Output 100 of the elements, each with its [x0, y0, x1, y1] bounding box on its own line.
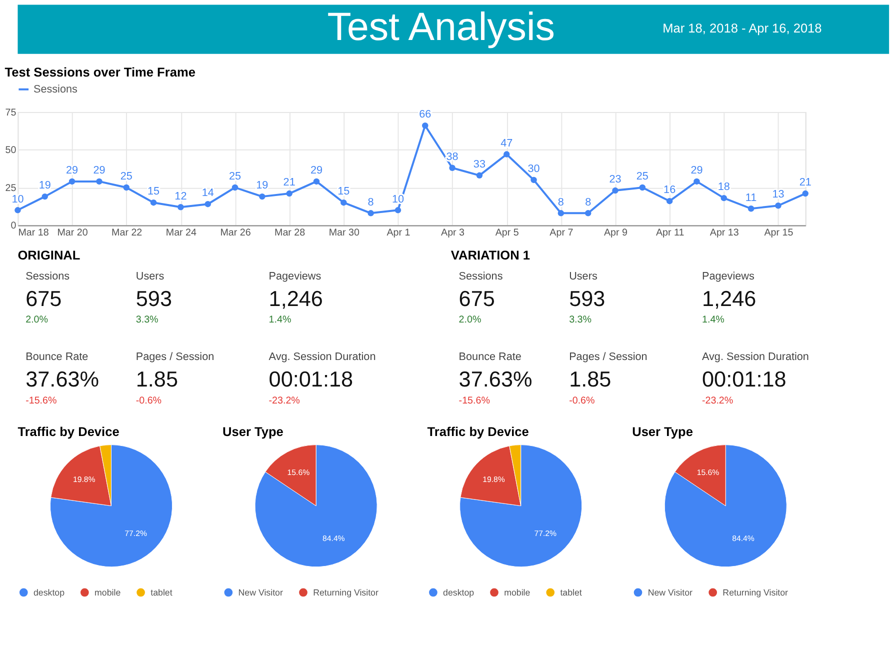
point [503, 151, 510, 158]
data-label: 8 [585, 196, 592, 208]
point [558, 210, 564, 216]
data-label: 29 [66, 164, 78, 177]
legend-label: New Visitor [648, 587, 693, 598]
y-tick-label: 50 [5, 145, 17, 156]
point [694, 178, 700, 185]
data-label: 8 [368, 196, 374, 208]
data-label: 12 [174, 190, 187, 202]
data-label: 21 [283, 176, 296, 189]
text: Sessions [458, 270, 504, 282]
text: 3.3% [569, 314, 592, 326]
data-label: 14 [202, 187, 214, 200]
point [476, 172, 483, 179]
text: -15.6% [458, 395, 490, 406]
x-tick-label: Apr 7 [550, 228, 574, 239]
data-label: 23 [609, 174, 622, 186]
text: Bounce Rate [26, 351, 88, 364]
point [313, 178, 320, 185]
text: Pageviews [268, 270, 322, 282]
data-label: 11 [745, 192, 757, 204]
x-tick-label: Mar 24 [166, 228, 197, 239]
legend-label: mobile [94, 587, 121, 598]
y-tick-label: 0 [10, 220, 17, 232]
chart-title: User Type [632, 424, 693, 439]
point [368, 210, 374, 216]
text: Avg. Session Duration [702, 351, 809, 364]
text: Pageviews [702, 270, 755, 282]
legend-label: Returning Visitor [722, 587, 788, 598]
point [286, 190, 292, 197]
point [422, 122, 428, 129]
text: 37.63% [26, 366, 100, 392]
legend-label: tablet [560, 587, 582, 598]
data-label: 29 [690, 164, 703, 177]
text: -23.2% [702, 395, 734, 406]
chart-title: Traffic by Device [427, 424, 529, 439]
x-tick-label: Apr 9 [604, 228, 628, 239]
point [802, 190, 808, 197]
x-tick-label: Apr 13 [710, 228, 740, 239]
legend-label: New Visitor [238, 587, 283, 598]
text: 593 [569, 286, 606, 311]
text: 1.4% [268, 314, 292, 326]
legend-label: mobile [504, 587, 530, 598]
text: 1.85 [136, 366, 178, 392]
point [775, 202, 782, 209]
point [340, 199, 347, 206]
legend-label: tablet [150, 587, 173, 598]
x-tick-label: Apr 11 [656, 228, 684, 239]
data-label: 16 [664, 184, 676, 196]
point [449, 164, 456, 171]
point [232, 184, 238, 191]
point [639, 184, 646, 191]
x-tick-label: Mar 18 [18, 228, 50, 239]
legend-label: desktop [33, 587, 65, 598]
data-label: 25 [120, 170, 132, 183]
data-label: 29 [93, 164, 106, 177]
point [68, 178, 76, 185]
data-label: 30 [528, 163, 540, 176]
data-label: 84.4% [322, 534, 345, 543]
legend-label: desktop [443, 587, 474, 598]
pie-slice [664, 444, 787, 568]
data-label: 18 [718, 181, 730, 194]
point [150, 199, 157, 206]
x-tick-label: Apr 3 [441, 228, 466, 239]
point [96, 178, 102, 185]
data-label: 21 [799, 176, 812, 189]
text: Users [136, 270, 165, 282]
legend-label: Sessions [33, 83, 78, 96]
x-tick-label: Apr 15 [764, 228, 794, 239]
text: 1.4% [702, 314, 725, 326]
y-tick-label: 25 [5, 182, 17, 194]
chart-title: User Type [222, 424, 284, 439]
x-tick-label: Mar 22 [112, 228, 142, 239]
data-label: 19 [256, 180, 268, 192]
data-label: 29 [310, 164, 323, 177]
text: Test Analysis [327, 5, 555, 50]
point [584, 210, 592, 216]
data-label: 66 [419, 108, 432, 121]
chart-title: Traffic by Device [18, 424, 120, 439]
text: Sessions [26, 270, 70, 282]
text: Users [569, 270, 598, 282]
data-label: 13 [772, 188, 784, 201]
point [394, 207, 402, 214]
text: ORIGINAL [18, 248, 80, 263]
chart-title: Test Sessions over Time Frame [4, 64, 196, 80]
point [612, 187, 618, 194]
text: -0.6% [569, 395, 596, 406]
point [123, 184, 130, 191]
point [666, 198, 673, 204]
data-label: 47 [500, 137, 513, 150]
y-tick-label: 75 [5, 107, 17, 118]
text: 2.0% [458, 314, 482, 326]
data-label: 10 [12, 193, 24, 206]
text: Avg. Session Duration [268, 351, 376, 364]
data-label: 77.2% [124, 529, 147, 538]
text: Pages / Session [136, 351, 214, 364]
point [178, 204, 184, 210]
text: VARIATION 1 [450, 248, 530, 263]
text: Pages / Session [569, 351, 648, 364]
text: -0.6% [136, 395, 162, 406]
